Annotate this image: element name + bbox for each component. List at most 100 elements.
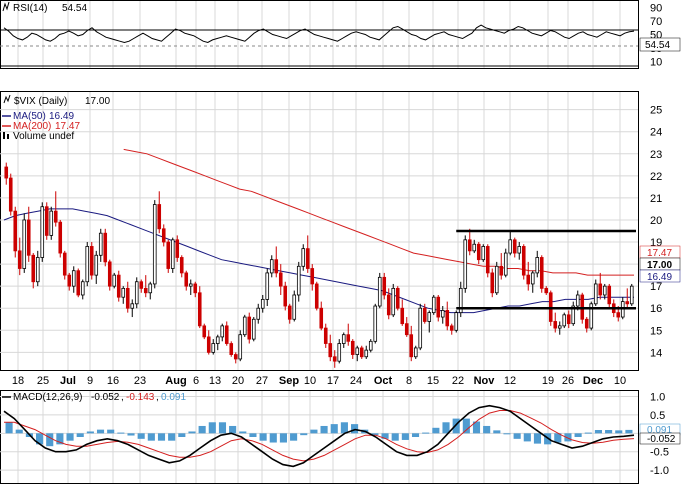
x-tick-label: Aug [165, 375, 186, 387]
x-tick-label: 16 [107, 375, 119, 387]
candle-body [616, 312, 621, 318]
macd-hist-bar [351, 424, 359, 434]
price-panel-border [0, 91, 639, 371]
candle-body [328, 343, 333, 358]
x-tick-label: 12 [504, 375, 516, 387]
x-tick-label: 15 [427, 375, 439, 387]
candle-body [418, 307, 423, 349]
price-tick-label: 24 [650, 127, 662, 139]
macd-hist-bar [208, 422, 216, 434]
candle-body [454, 312, 459, 331]
volume-legend-swatch-2 [7, 134, 9, 139]
candle-body [260, 298, 265, 309]
rsi-value-label: 54.54 [62, 3, 87, 14]
macd-hist-bar [523, 433, 531, 442]
rsi-label: RSI(14) [13, 3, 47, 14]
x-tick-label: Jul [60, 375, 76, 387]
macd-hist-bar [533, 433, 542, 444]
volume-legend: Volume undef [13, 131, 74, 142]
x-tick-label: Sep [279, 375, 299, 387]
rsi-panel: 9070503010 RSI(14) 54.54 54.54 [0, 0, 681, 69]
ma200-legend: MA(200) [13, 121, 51, 132]
candle-body [535, 257, 540, 274]
candle-body [125, 287, 130, 309]
candle-body [161, 228, 166, 243]
rsi-legend: RSI(14) 54.54 [2, 1, 87, 14]
macd-tick-label: -1.0 [650, 465, 669, 477]
price-tick-label: 14 [650, 347, 662, 359]
candle-body [481, 246, 486, 261]
candle-body [553, 321, 558, 329]
candle-body [103, 232, 108, 263]
x-tick-label: 17 [327, 375, 339, 387]
x-tick-label: 18 [12, 375, 24, 387]
candle-body [31, 254, 36, 283]
candle-body [148, 283, 153, 294]
close-badge: 17.00 [647, 260, 672, 271]
candle-body [170, 239, 175, 269]
candle-body [166, 241, 171, 269]
candle-body [242, 316, 247, 336]
x-tick-label: 27 [256, 375, 268, 387]
rsi-badge: 54.54 [645, 40, 670, 51]
candle-body [274, 259, 279, 274]
candle-body [476, 243, 481, 261]
macd-hist-bar [36, 433, 44, 445]
macd-hist-bar [594, 430, 602, 434]
macd-hist-bar [442, 422, 450, 434]
price-legend-title-value: 17.00 [85, 96, 110, 107]
rsi-legend-icon [2, 1, 10, 12]
candle-body [449, 325, 454, 331]
x-tick-label: 13 [209, 375, 221, 387]
candle-body [314, 283, 319, 309]
candle-body [323, 327, 328, 344]
candle-body [382, 276, 387, 296]
candle-body [431, 296, 436, 314]
candle-body [202, 325, 207, 338]
ma200-line [123, 148, 634, 276]
candle-body [251, 318, 256, 340]
candle-body [49, 210, 54, 236]
macd-hist-bar [452, 418, 460, 434]
candle-body [238, 334, 243, 360]
candle-body [193, 283, 198, 294]
macd-v2: -0.143 [126, 392, 155, 403]
candle-body [571, 305, 576, 325]
macd-hist-bar [371, 433, 379, 436]
candle-body [490, 272, 495, 294]
ma200-badge: 17.47 [647, 248, 672, 259]
macd-badge: -0.052 [647, 434, 676, 445]
macd-badge-box [639, 432, 681, 445]
candle-body [436, 296, 441, 318]
x-tick-label: 10 [304, 375, 316, 387]
candle-body [517, 246, 522, 254]
candle-body [310, 268, 315, 285]
macd-hist-bar [107, 429, 115, 434]
candle-body [409, 334, 414, 358]
macd-hist-bar [310, 429, 318, 434]
candle-body [26, 219, 31, 256]
candle-body [422, 307, 427, 322]
svg-text:,: , [156, 392, 159, 403]
macd-hist-bar [330, 424, 338, 434]
candle-body [463, 239, 468, 289]
candle-body [625, 301, 630, 305]
candle-body [152, 204, 157, 285]
candle-body [184, 272, 189, 287]
macd-hist-bar [56, 433, 64, 445]
price-panel: 252423222120191817161514 $VIX (Daily) 17… [0, 91, 681, 371]
macd-hist-bar [76, 433, 84, 437]
price-tick-label: 17 [650, 281, 662, 293]
x-tick-label: Nov [474, 375, 496, 387]
macd-hist-bar [422, 432, 430, 434]
macd-hist-bar [381, 433, 389, 439]
price-tick-label: 15 [650, 325, 662, 337]
candle-body [206, 336, 211, 353]
candle-body [562, 314, 567, 327]
candle-body [247, 316, 252, 340]
candle-body [607, 285, 612, 305]
macd-hist-bar [66, 433, 74, 441]
macd-hist-bar [117, 432, 125, 434]
x-tick-label: 6 [193, 375, 199, 387]
macd-hist-bar [564, 433, 572, 442]
